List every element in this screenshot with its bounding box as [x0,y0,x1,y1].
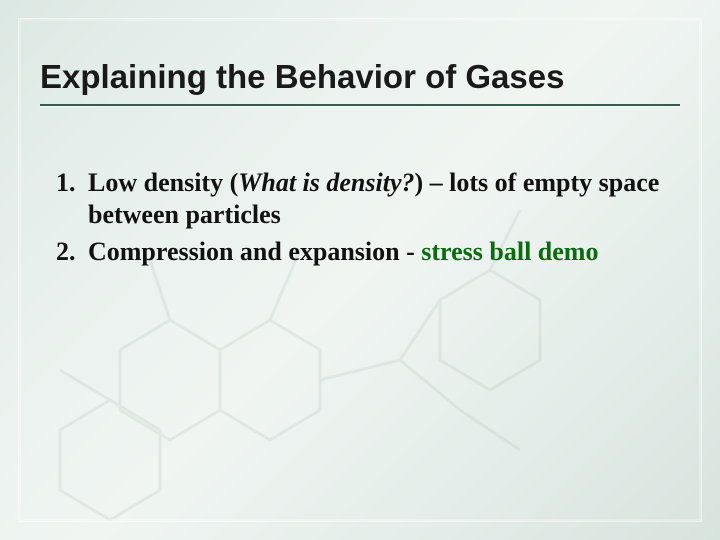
list-item: Low density (What is density?) – lots of… [82,167,680,232]
slide-content: Explaining the Behavior of Gases Low den… [40,58,680,272]
list-item-lead: Low density ( [88,168,238,197]
list-item: Compression and expansion - stress ball … [82,236,680,269]
bullet-list: Low density (What is density?) – lots of… [40,167,680,269]
slide: Explaining the Behavior of Gases Low den… [0,0,720,540]
list-item-lead: Compression and expansion - [88,237,421,266]
title-underline [40,104,680,107]
list-item-italic: What is density? [238,168,414,197]
slide-title: Explaining the Behavior of Gases [40,58,680,102]
list-item-green: stress ball demo [421,237,598,266]
